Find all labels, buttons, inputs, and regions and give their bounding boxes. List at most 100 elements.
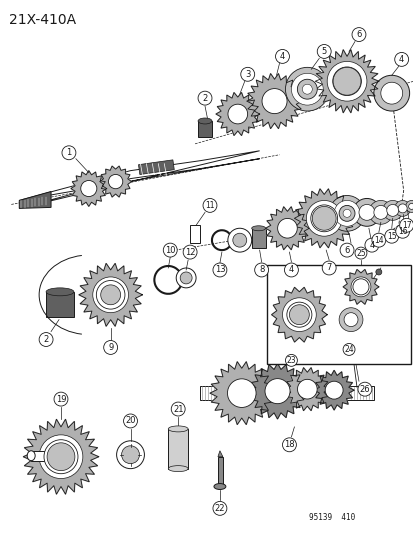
Text: 23: 23 [286,356,296,365]
Bar [46,292,74,317]
Text: 26: 26 [359,385,369,394]
Text: 9: 9 [108,343,113,352]
Circle shape [311,206,335,230]
Circle shape [180,272,192,284]
Circle shape [39,435,83,479]
Circle shape [284,263,298,277]
Circle shape [394,52,408,66]
Circle shape [44,440,78,474]
Text: 17: 17 [401,221,411,230]
Polygon shape [100,166,131,197]
Circle shape [325,381,342,399]
Text: 5: 5 [321,47,326,56]
Text: 95139  410: 95139 410 [309,513,355,522]
Circle shape [375,269,381,275]
Text: 25: 25 [355,248,365,257]
Circle shape [357,382,371,396]
Polygon shape [78,263,142,326]
Circle shape [368,200,392,224]
Text: 21X-410A: 21X-410A [9,13,76,27]
Circle shape [351,28,365,42]
Text: 10: 10 [165,246,175,255]
Ellipse shape [214,483,225,489]
Circle shape [358,205,374,220]
Polygon shape [271,287,326,342]
Polygon shape [19,151,259,208]
Circle shape [297,379,316,399]
Polygon shape [294,189,353,248]
Circle shape [394,200,410,216]
Text: 3: 3 [244,70,250,79]
Text: 2: 2 [43,335,49,344]
Text: 16: 16 [397,227,406,236]
Circle shape [163,243,177,257]
Text: 22: 22 [214,504,225,513]
Circle shape [352,198,380,227]
Circle shape [171,402,185,416]
Circle shape [100,285,120,305]
Circle shape [116,441,144,469]
Polygon shape [313,370,353,410]
Circle shape [342,209,350,217]
Circle shape [232,233,246,247]
Circle shape [342,343,354,356]
Circle shape [343,313,357,327]
Circle shape [333,200,359,227]
Circle shape [301,84,311,94]
Bar [217,457,222,487]
Circle shape [338,308,362,332]
Circle shape [338,205,354,221]
Text: 12: 12 [185,248,195,256]
Circle shape [202,198,216,212]
Text: 4: 4 [288,265,293,274]
Circle shape [354,247,366,259]
Ellipse shape [27,451,35,461]
Ellipse shape [197,118,211,124]
Circle shape [397,204,406,213]
Text: 11: 11 [205,201,214,210]
Circle shape [121,446,139,464]
Circle shape [227,228,251,252]
Circle shape [54,392,68,406]
Text: 15: 15 [386,232,396,241]
Polygon shape [342,269,378,304]
Circle shape [289,305,309,325]
Circle shape [395,224,408,238]
Text: 8: 8 [258,265,263,274]
Circle shape [261,88,286,114]
Circle shape [364,238,378,252]
Polygon shape [265,207,309,250]
Circle shape [212,263,226,277]
Text: 1: 1 [66,148,71,157]
Polygon shape [23,419,98,494]
Ellipse shape [168,426,188,432]
Circle shape [285,354,297,366]
Circle shape [352,279,368,295]
Circle shape [39,333,53,346]
Text: 6: 6 [356,30,361,39]
Bar [31,451,61,461]
Text: 7: 7 [326,263,331,272]
Polygon shape [217,451,222,457]
Circle shape [316,44,330,59]
Circle shape [282,438,296,452]
Circle shape [291,74,323,105]
Circle shape [326,61,366,101]
Circle shape [373,205,387,219]
Circle shape [197,91,211,105]
Circle shape [264,378,290,403]
Polygon shape [315,50,378,113]
Text: 21: 21 [173,405,183,414]
Circle shape [277,219,297,238]
Circle shape [123,414,137,428]
Circle shape [405,200,413,212]
Circle shape [350,277,370,297]
Circle shape [286,302,311,327]
Polygon shape [246,74,301,128]
Circle shape [399,219,413,232]
Text: 2: 2 [202,94,207,103]
Polygon shape [249,364,305,419]
Text: 4: 4 [368,240,374,249]
Circle shape [408,204,413,209]
Text: 20: 20 [125,416,135,425]
